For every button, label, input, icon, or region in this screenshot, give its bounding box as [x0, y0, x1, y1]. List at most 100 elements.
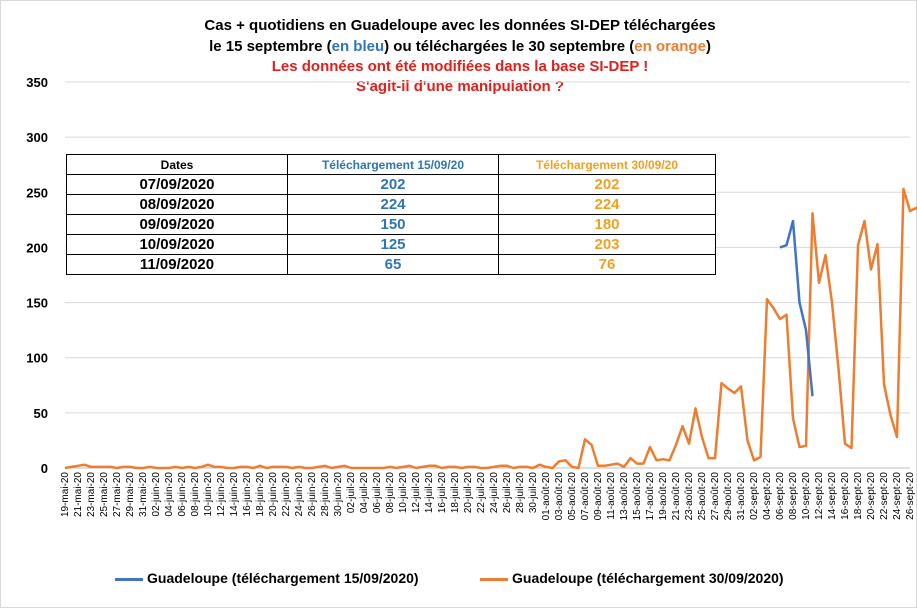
- y-tick-label: 0: [41, 461, 48, 476]
- table-cell-orange: 203: [498, 234, 716, 255]
- title-line2-part: le 15 septembre (: [209, 38, 332, 55]
- x-tick-label: 14-sept-20: [827, 472, 838, 520]
- chart-subtitle-warning: Les données ont été modifiées dans la ba…: [271, 58, 649, 75]
- x-tick-label: 26-juil-20: [502, 472, 513, 514]
- table-header-row: Dates Téléchargement 15/09/20 Télécharge…: [66, 154, 716, 175]
- x-tick-label: 19-août-20: [658, 472, 669, 521]
- series-line-orange: [64, 187, 917, 470]
- x-tick-label: 01-août-20: [541, 472, 552, 521]
- x-tick-label: 27-août-20: [710, 472, 721, 521]
- x-tick-label: 28-juil-20: [515, 472, 526, 514]
- series-lines: [64, 187, 917, 470]
- x-tick-label: 08-juil-20: [385, 472, 396, 514]
- y-axis-ticks: 0 50 100 150 200 250 300 350: [26, 75, 48, 476]
- x-tick-label: 31-mai-20: [138, 472, 149, 517]
- y-tick-label: 100: [26, 351, 48, 366]
- x-tick-label: 13-août-20: [619, 472, 630, 521]
- x-tick-label: 07-août-20: [580, 472, 591, 521]
- table-row: 07/09/2020 202 202: [66, 174, 716, 195]
- x-tick-label: 04-sept-20: [762, 472, 773, 520]
- x-tick-label: 19-mai-20: [60, 472, 71, 517]
- legend-label-orange: Guadeloupe (téléchargement 30/09/2020): [512, 570, 784, 586]
- table-cell-blue: 65: [287, 254, 499, 275]
- y-tick-label: 150: [26, 296, 48, 311]
- x-tick-label: 22-juin-20: [281, 472, 292, 517]
- x-tick-label: 11-août-20: [606, 472, 617, 520]
- x-tick-label: 30-juin-20: [333, 472, 344, 517]
- x-tick-label: 18-juin-20: [255, 472, 266, 517]
- x-tick-label: 06-juin-20: [177, 472, 188, 517]
- x-tick-label: 16-juin-20: [242, 472, 253, 517]
- x-tick-label: 16-juil-20: [437, 472, 448, 514]
- table-row: 11/09/2020 65 76: [66, 254, 716, 275]
- x-axis-ticks: 19-mai-20 21-mai-20 23-mai-20 25-mai-20 27-m…: [60, 472, 916, 521]
- chart-title-line2: le 15 septembre (en bleu) ou téléchargée…: [100, 37, 820, 57]
- x-tick-label: 28-juin-20: [320, 472, 331, 517]
- x-tick-label: 23-mai-20: [86, 472, 97, 517]
- x-tick-label: 09-août-20: [593, 472, 604, 521]
- legend-swatch-orange: [480, 578, 508, 581]
- table-cell-date: 11/09/2020: [66, 254, 288, 275]
- x-tick-label: 17-août-20: [645, 472, 656, 521]
- x-tick-label: 12-juin-20: [216, 472, 227, 517]
- x-tick-label: 15-août-20: [632, 472, 643, 521]
- x-tick-label: 02-sept-20: [749, 472, 760, 520]
- title-line2-part: ): [705, 38, 711, 55]
- table-row: 08/09/2020 224 224: [66, 194, 716, 215]
- series-line-blue: [779, 219, 814, 397]
- x-tick-label: 25-août-20: [697, 472, 708, 521]
- x-tick-label: 23-août-20: [684, 472, 695, 521]
- x-tick-label: 10-juin-20: [203, 472, 214, 517]
- x-tick-label: 05-août-20: [567, 472, 578, 521]
- x-tick-label: 25-mai-20: [99, 472, 110, 517]
- x-tick-label: 06-sept-20: [775, 472, 786, 520]
- x-tick-label: 08-sept-20: [788, 472, 799, 520]
- comparison-table: Dates Téléchargement 15/09/20 Télécharge…: [66, 154, 716, 275]
- x-tick-label: 24-juin-20: [294, 472, 305, 517]
- table-cell-date: 07/09/2020: [66, 174, 288, 195]
- table-row: 10/09/2020 125 203: [66, 234, 716, 255]
- title-line2-orange: en orange: [634, 38, 706, 55]
- y-tick-label: 200: [26, 240, 48, 255]
- x-tick-label: 31-août-20: [736, 472, 747, 521]
- x-tick-label: 30-juil-20: [528, 472, 539, 514]
- table-header-dates: Dates: [66, 154, 288, 175]
- x-tick-label: 14-juil-20: [424, 472, 435, 514]
- legend-swatch-blue: [115, 578, 143, 581]
- gridlines: [65, 81, 910, 469]
- x-tick-label: 04-juin-20: [164, 472, 175, 517]
- x-tick-label: 06-juil-20: [372, 472, 383, 514]
- table-cell-date: 09/09/2020: [66, 214, 288, 235]
- x-tick-label: 04-juil-20: [359, 472, 370, 514]
- table-row: 09/09/2020 150 180: [66, 214, 716, 235]
- x-tick-label: 10-sept-20: [801, 472, 812, 520]
- x-tick-label: 14-juin-20: [229, 472, 240, 517]
- x-tick-label: 20-sept-20: [866, 472, 877, 520]
- table-cell-blue: 202: [287, 174, 499, 195]
- x-tick-label: 29-août-20: [723, 472, 734, 521]
- x-tick-label: 08-juin-20: [190, 472, 201, 517]
- table-cell-blue: 125: [287, 234, 499, 255]
- table-cell-blue: 150: [287, 214, 499, 235]
- x-tick-label: 20-juin-20: [268, 472, 279, 517]
- table-cell-orange: 224: [498, 194, 716, 215]
- table-cell-blue: 224: [287, 194, 499, 215]
- legend-label-blue: Guadeloupe (téléchargement 15/09/2020): [147, 570, 419, 586]
- y-tick-label: 350: [26, 75, 48, 90]
- x-tick-label: 18-sept-20: [853, 472, 864, 520]
- x-tick-label: 24-juil-20: [489, 472, 500, 514]
- table-header-download-30-09: Téléchargement 30/09/20: [498, 154, 716, 175]
- x-tick-label: 12-juil-20: [411, 472, 422, 514]
- y-tick-label: 50: [34, 406, 48, 421]
- title-line2-part: ) ou téléchargées le 30 septembre (: [384, 38, 635, 55]
- y-tick-label: 300: [26, 130, 48, 145]
- x-tick-label: 21-août-20: [671, 472, 682, 521]
- x-tick-label: 26-sept-20: [905, 472, 916, 520]
- title-line2-blue: en bleu: [331, 38, 385, 55]
- x-tick-label: 21-mai-20: [73, 472, 84, 517]
- x-tick-label: 22-sept-20: [879, 472, 890, 520]
- x-tick-label: 18-juil-20: [450, 472, 461, 514]
- y-tick-label: 250: [26, 185, 48, 200]
- table-cell-orange: 202: [498, 174, 716, 195]
- table-header-download-15-09: Téléchargement 15/09/20: [287, 154, 499, 175]
